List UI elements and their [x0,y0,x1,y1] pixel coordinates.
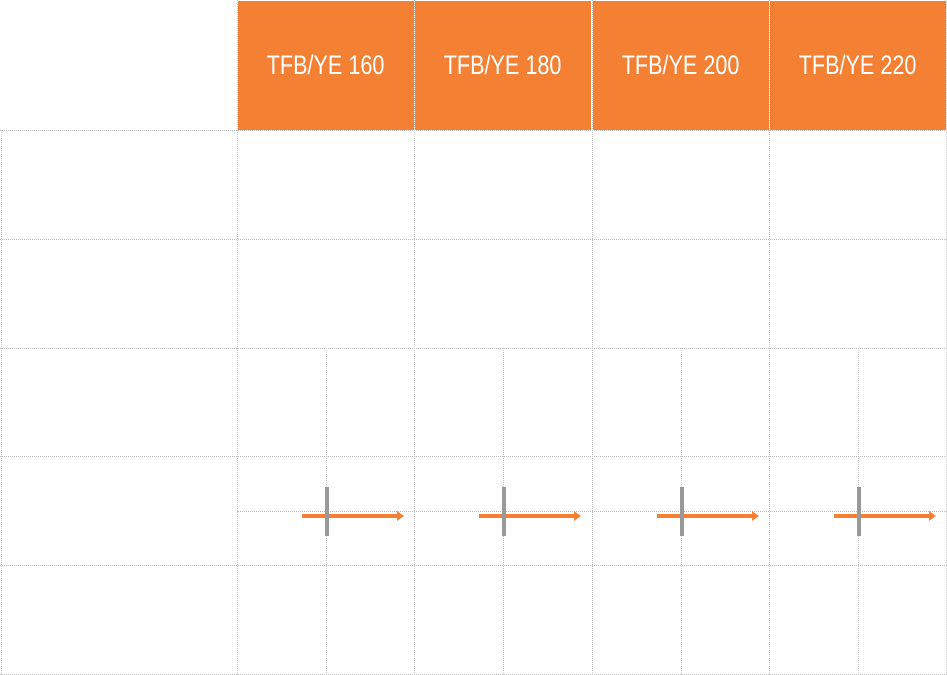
column-header: TFB/YE 180 [415,1,591,130]
column-divider [592,0,593,675]
row-divider [0,456,947,457]
arrow-icon [302,511,404,521]
column-divider [1,130,2,675]
arrow-icon [657,511,759,521]
arrow-icon [834,511,936,521]
column-divider [414,0,415,675]
column-header: TFB/YE 160 [238,1,414,130]
column-header: TFB/YE 220 [770,1,946,130]
column-header-label: TFB/YE 200 [622,50,740,80]
marker-bar [502,487,506,536]
column-header-label: TFB/YE 220 [799,50,917,80]
marker-bar [325,487,329,536]
column-header-label: TFB/YE 180 [444,50,562,80]
arrow-icon [479,511,581,521]
row-divider [0,130,947,131]
column-divider [237,0,238,675]
marker-bar [680,487,684,536]
row-divider [0,565,947,566]
column-header-label: TFB/YE 160 [267,50,385,80]
column-divider [769,0,770,675]
row-divider [0,239,947,240]
row-divider [0,348,947,349]
column-header: TFB/YE 200 [593,1,769,130]
marker-bar [857,487,861,536]
